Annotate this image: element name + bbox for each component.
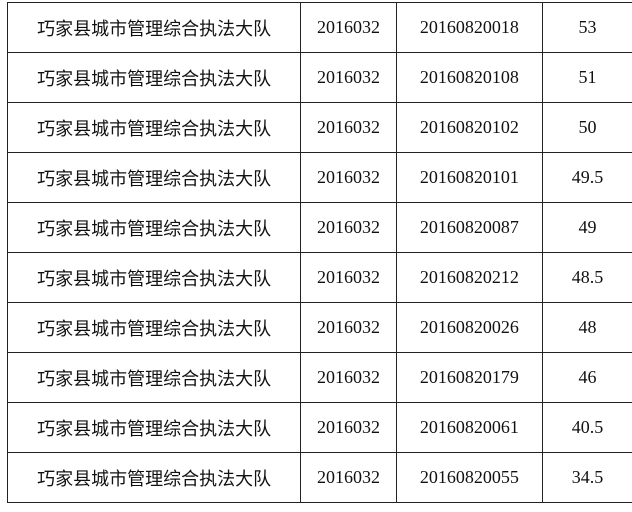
table-row: 巧家县城市管理综合执法大队 2016032 20160820055 34.5 (6, 452, 632, 503)
table-row: 巧家县城市管理综合执法大队 2016032 20160820102 50 (6, 102, 632, 153)
table-row: 巧家县城市管理综合执法大队 2016032 20160820101 49.5 (6, 152, 632, 203)
position-code-cell: 2016032 (300, 2, 397, 53)
score-cell: 49.5 (541, 152, 632, 203)
unit-name-cell: 巧家县城市管理综合执法大队 (6, 252, 302, 303)
position-code-cell: 2016032 (300, 452, 397, 503)
unit-name-cell: 巧家县城市管理综合执法大队 (6, 402, 302, 453)
exam-number-cell: 20160820102 (395, 102, 543, 153)
position-code-cell: 2016032 (300, 52, 397, 103)
unit-name-cell: 巧家县城市管理综合执法大队 (6, 452, 302, 503)
score-cell: 48.5 (541, 252, 632, 303)
unit-name-cell: 巧家县城市管理综合执法大队 (6, 152, 302, 203)
unit-name-cell: 巧家县城市管理综合执法大队 (6, 202, 302, 253)
position-code-cell: 2016032 (300, 202, 397, 253)
unit-name-cell: 巧家县城市管理综合执法大队 (6, 2, 302, 53)
exam-number-cell: 20160820018 (395, 2, 543, 53)
score-cell: 50 (541, 102, 632, 153)
score-cell: 49 (541, 202, 632, 253)
unit-name-cell: 巧家县城市管理综合执法大队 (6, 102, 302, 153)
unit-name-cell: 巧家县城市管理综合执法大队 (6, 302, 302, 353)
score-cell: 40.5 (541, 402, 632, 453)
score-cell: 53 (541, 2, 632, 53)
table-row: 巧家县城市管理综合执法大队 2016032 20160820026 48 (6, 302, 632, 353)
score-cell: 51 (541, 52, 632, 103)
unit-name-cell: 巧家县城市管理综合执法大队 (6, 352, 302, 403)
position-code-cell: 2016032 (300, 352, 397, 403)
position-code-cell: 2016032 (300, 152, 397, 203)
score-cell: 48 (541, 302, 632, 353)
exam-number-cell: 20160820061 (395, 402, 543, 453)
table-row: 巧家县城市管理综合执法大队 2016032 20160820087 49 (6, 202, 632, 253)
position-code-cell: 2016032 (300, 102, 397, 153)
table-row: 巧家县城市管理综合执法大队 2016032 20160820179 46 (6, 352, 632, 403)
table-row: 巧家县城市管理综合执法大队 2016032 20160820061 40.5 (6, 402, 632, 453)
exam-number-cell: 20160820179 (395, 352, 543, 403)
position-code-cell: 2016032 (300, 302, 397, 353)
exam-number-cell: 20160820101 (395, 152, 543, 203)
score-cell: 46 (541, 352, 632, 403)
exam-number-cell: 20160820055 (395, 452, 543, 503)
score-cell: 34.5 (541, 452, 632, 503)
position-code-cell: 2016032 (300, 252, 397, 303)
table-row: 巧家县城市管理综合执法大队 2016032 20160820018 53 (6, 2, 632, 53)
table-row: 巧家县城市管理综合执法大队 2016032 20160820212 48.5 (6, 252, 632, 303)
unit-name-cell: 巧家县城市管理综合执法大队 (6, 52, 302, 103)
exam-number-cell: 20160820026 (395, 302, 543, 353)
table-row: 巧家县城市管理综合执法大队 2016032 20160820108 51 (6, 52, 632, 103)
exam-number-cell: 20160820108 (395, 52, 543, 103)
position-code-cell: 2016032 (300, 402, 397, 453)
exam-number-cell: 20160820212 (395, 252, 543, 303)
exam-number-cell: 20160820087 (395, 202, 543, 253)
score-table: 巧家县城市管理综合执法大队 2016032 20160820018 53 巧家县城市管理… (6, 2, 632, 503)
